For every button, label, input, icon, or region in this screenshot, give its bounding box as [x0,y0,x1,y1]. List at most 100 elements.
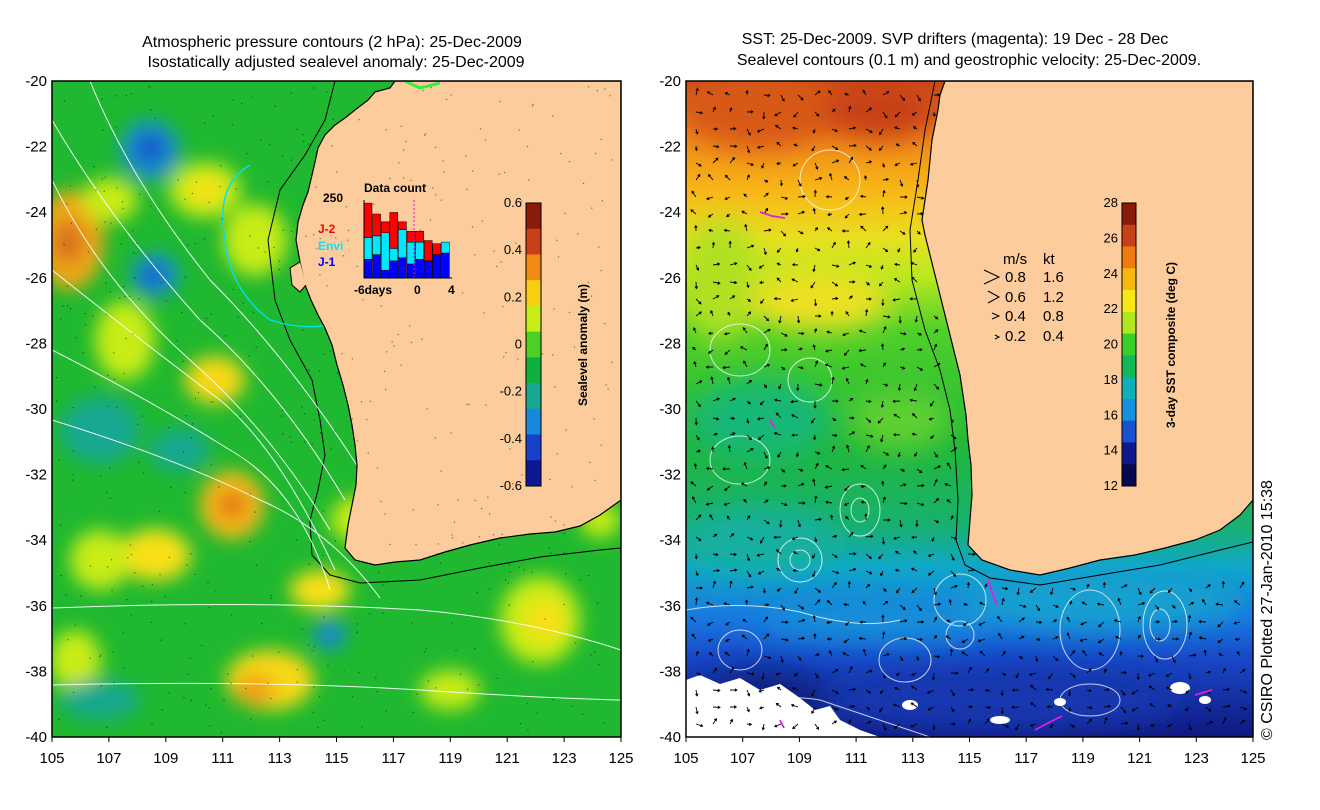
right-lon-tick-label: 123 [1184,750,1209,767]
left-colorbar-swatch [526,434,541,461]
right-lon-tick-label: 115 [958,750,982,767]
velocity-legend-row2-kt: 1.2 [1043,289,1064,306]
right-colorbar-label: 3-day SST composite (deg C) [1164,262,1178,428]
inset-bar-envi [441,241,450,254]
velocity-legend-row1-kt: 1.6 [1043,269,1064,286]
inset-bar-j2 [415,230,424,243]
right-map [686,81,1253,737]
right-lat-tick-label: -28 [659,335,681,352]
inset-title: Data count [364,181,426,195]
left-colorbar-swatch [526,228,541,255]
left-green-fringe [404,81,441,90]
right-lon-tick-label: 125 [1240,750,1265,767]
left-title-line1: Atmospheric pressure contours (2 hPa): 2… [142,34,522,51]
right-colorbar-tick-label: 16 [1104,407,1118,422]
right-lon-tick-label: 117 [1014,750,1038,767]
right-title-line2: Sealevel contours (0.1 m) and geostrophi… [737,52,1201,69]
inset-bar-j2 [389,212,399,249]
right-lon-tick-label: 109 [787,750,812,767]
right-colorbar-swatch [1122,203,1136,226]
left-colorbar-swatch [526,305,541,333]
velocity-legend-row4-ms: 0.2 [1005,328,1026,345]
inset-bar-envi [363,237,373,260]
velocity-legend-row1-ms: 0.8 [1005,269,1026,286]
inset-bar-j1 [415,259,424,279]
right-colorbar-swatch [1122,224,1136,248]
left-lon-tick-label: 125 [608,750,633,767]
right-colorbar-tick-label: 22 [1104,301,1118,316]
velocity-legend-row2-ms: 0.6 [1005,289,1026,306]
right-lat-tick-label: -20 [659,73,681,90]
right-title-line1: SST: 25-Dec-2009. SVP drifters (magenta)… [742,31,1169,48]
velocity-arrow-0-4 [991,312,1001,320]
axes-ticks: 105 107 109 111 113 115 117 119 121 123 125 -20 -22 -… [25,73,1265,767]
right-colorbar-ticks: 28 26 24 22 20 18 16 14 12 [1104,195,1118,493]
right-colorbar-tick-label: 18 [1104,372,1118,387]
right-colorbar-swatch [1122,268,1136,291]
left-colorbar-tick-label: 0.4 [504,242,522,257]
inset-label-j1: J-1 [318,255,336,269]
velocity-legend-row3-ms: 0.4 [1005,308,1026,325]
right-lat-tick-label: -24 [659,204,681,221]
right-lon-tick-label: 119 [1071,750,1095,767]
right-colorbar: 28 26 24 22 20 18 16 14 12 3-day SST composite (… [1104,195,1178,493]
left-lon-tick-label: 107 [96,750,121,767]
right-lon-tick-label: 105 [673,750,698,767]
inset-ymax-label: 250 [323,191,343,205]
inset-bar-j1 [406,263,416,279]
velocity-arrow-0-8 [983,269,1001,285]
left-lat-tick-label: -40 [25,729,47,746]
inset-bar-j1 [380,269,390,279]
right-lat-tick-label: -26 [659,270,681,287]
right-land-australia [921,81,1253,576]
inset-bar-j2 [363,202,373,238]
right-colorbar-swatch [1122,377,1136,400]
left-lat-tick-label: -38 [25,663,47,680]
velocity-legend-row4-kt: 0.4 [1043,328,1064,345]
right-colorbar-tick-label: 20 [1104,337,1118,352]
left-colorbar-tick-label: -0.4 [500,431,522,446]
right-lon-tick-label: 121 [1127,750,1152,767]
left-lat-tick-label: -22 [25,139,47,156]
right-lon-tick-label: 113 [901,750,925,767]
left-colorbar: 0.6 0.4 0.2 0 -0.2 -0.4 -0.6 Sealevel anomaly … [500,195,590,493]
left-colorbar-tick-label: 0.6 [504,195,522,210]
inset-bar-envi [398,229,407,258]
inset-xlabel-zero: 0 [414,283,421,297]
left-lat-tick-label: -30 [25,401,47,418]
left-lon-tick-label: 111 [211,750,234,767]
left-colorbar-swatch [526,331,541,358]
right-colorbar-swatch [1122,398,1136,422]
left-colorbar-swatch [526,408,541,436]
right-colorbar-swatch [1122,333,1136,356]
inset-bar-j2 [432,243,442,255]
left-anomaly-field [52,120,620,720]
left-lon-tick-label: 105 [39,750,64,767]
left-lat-tick-label: -34 [25,532,47,549]
right-isobath-line [909,81,1253,586]
left-colorbar-label: Sealevel anomaly (m) [576,284,590,406]
right-colorbar-swatch [1122,420,1136,443]
left-lat-tick-label: -24 [25,204,47,221]
left-colorbar-tick-label: 0.2 [504,289,522,304]
right-lat-tick-label: -38 [659,663,681,680]
copyright-credit: © CSIRO Plotted 27-Jan-2010 15:38 [1259,480,1276,740]
inset-bar-j2 [423,240,433,262]
left-lon-tick-label: 121 [495,750,520,767]
left-lat-tick-label: -20 [25,73,47,90]
right-colorbar-tick-label: 24 [1104,266,1118,281]
right-colorbar-frame [1121,202,1137,487]
left-lon-tick-label: 123 [552,750,577,767]
right-colorbar-swatch [1122,442,1136,465]
left-lat-tick-label: -26 [25,270,47,287]
right-cloud-mask [686,675,1211,737]
left-colorbar-ticks: 0.6 0.4 0.2 0 -0.2 -0.4 -0.6 [500,195,522,493]
inset-label-envi: Envi [318,239,343,253]
right-colorbar-swatch [1122,290,1136,313]
inset-bar-j2 [406,230,416,243]
inset-data-count: Data count 250 J-2 Envi J-1 -6days 0 4 [318,181,455,297]
left-colorbar-swatch [526,254,541,281]
right-colorbar-swatch [1122,311,1136,335]
right-colorbar-tick-label: 12 [1104,478,1118,493]
velocity-arrow-0-2 [994,334,1001,340]
